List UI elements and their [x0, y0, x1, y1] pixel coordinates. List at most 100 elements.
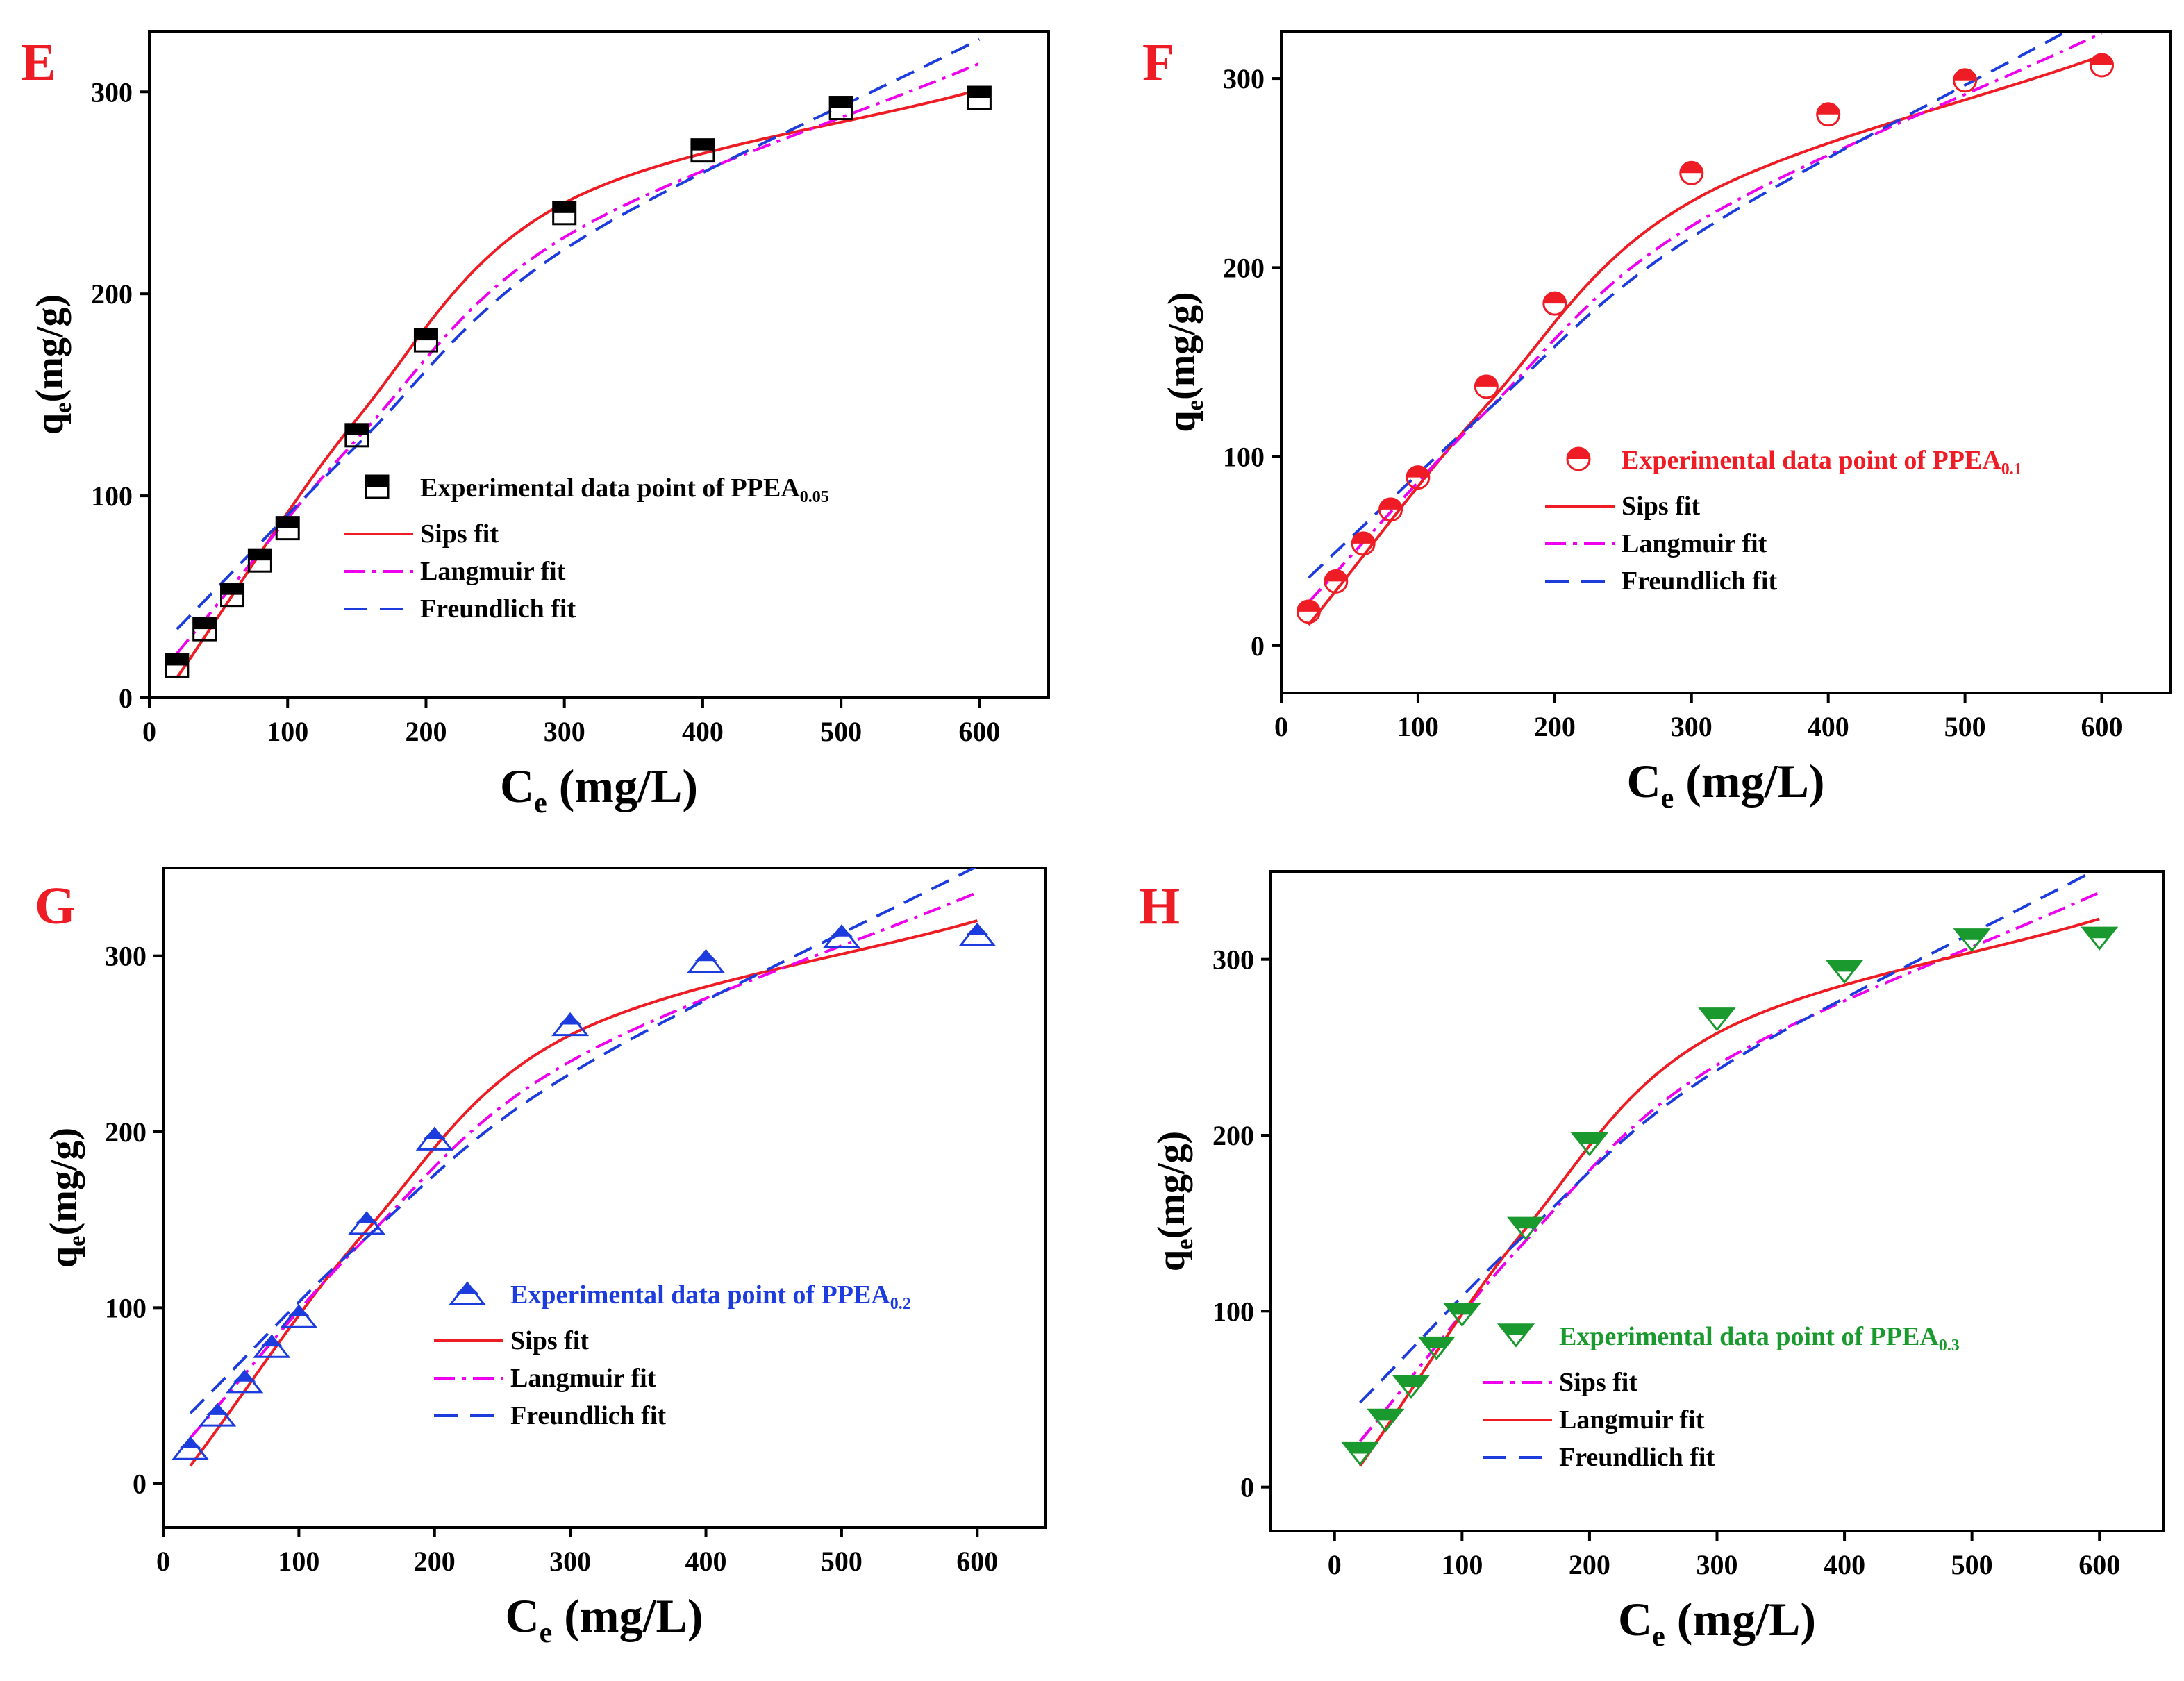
data-point-fill [1379, 498, 1402, 510]
data-point [1351, 531, 1376, 556]
x-tick-label: 300 [1697, 1549, 1738, 1580]
legend-marker-fill [1499, 1324, 1533, 1335]
fit-line-langmuir-fit [1307, 31, 2103, 603]
data-point [1392, 1375, 1431, 1399]
data-point-fill [2090, 54, 2113, 66]
legend-label-experimental: Experimental data point of PPEA0.3 [1559, 1322, 1960, 1355]
y-tick-label: 200 [91, 278, 133, 310]
plot-frame [162, 867, 1047, 1529]
data-point-fill [830, 97, 853, 108]
data-point [275, 516, 300, 541]
y-axis-label-rest: (mg/g) [1150, 1131, 1193, 1239]
y-tick-label: 300 [91, 76, 133, 108]
x-tick-label: 200 [414, 1546, 456, 1577]
data-point-fill [1419, 1337, 1453, 1348]
legend-label-fit: Freundlich fit [1559, 1443, 1715, 1472]
fit-curves [1307, 31, 2103, 626]
x-axis-label-sub: e [1661, 783, 1674, 814]
data-point [1341, 1441, 1379, 1466]
x-tick-label: 0 [1274, 711, 1288, 742]
legend: Experimental data point of PPEA0.05 Sips … [344, 474, 829, 624]
x-axis-label-sub: e [1652, 1621, 1665, 1653]
legend-label-fit: Langmuir fit [1559, 1405, 1705, 1435]
y-tick-label: 100 [91, 480, 133, 512]
data-point [347, 1211, 386, 1235]
legend-label-fit: Sips fit [1622, 492, 1700, 521]
plot-frame [148, 30, 1050, 699]
data-point [1474, 374, 1499, 399]
data-point-fill [415, 329, 437, 341]
legend-marker-fill [366, 476, 388, 487]
data-point [1953, 928, 1991, 953]
y-axis-label-main: q [42, 1246, 85, 1268]
fit-curves [1358, 871, 2101, 1467]
y-axis-label-main: q [1150, 1250, 1193, 1271]
data-point-fill [193, 618, 216, 630]
legend-label-experimental: Experimental data point of PPEA0.1 [1622, 446, 2022, 478]
legend-label-experimental-main: Experimental data point of PPEA [1559, 1322, 1939, 1351]
data-point [415, 1126, 453, 1151]
x-axis-label-rest: (mg/L) [1674, 755, 1824, 808]
legend: Experimental data point of PPEA0.1 Sips f… [1545, 446, 2022, 596]
legend-marker-fill [1567, 448, 1590, 459]
panel-letter: H [1139, 877, 1180, 935]
x-tick-label: 600 [956, 1546, 998, 1577]
x-axis-label: Ce (mg/L) [506, 1589, 703, 1649]
legend-label-experimental: Experimental data point of PPEA0.2 [510, 1280, 911, 1313]
data-point-fill [1352, 532, 1375, 544]
legend-marker [365, 474, 390, 499]
y-tick-label: 100 [105, 1292, 147, 1323]
data-point-fill [1572, 1133, 1606, 1144]
data-point [828, 96, 853, 121]
y-tick-label: 200 [1223, 252, 1265, 283]
y-tick-label: 0 [1240, 1472, 1254, 1503]
data-point [967, 85, 992, 110]
legend: Experimental data point of PPEA0.3 Sips f… [1483, 1322, 1960, 1472]
y-tick-label: 0 [119, 683, 133, 714]
x-tick-label: 500 [1951, 1549, 1993, 1580]
x-tick-label: 0 [142, 716, 156, 747]
x-axis-label-rest: (mg/L) [1665, 1593, 1816, 1646]
fit-curves [176, 37, 981, 679]
plot-frame [1280, 30, 2172, 694]
data-point [1698, 1007, 1736, 1032]
legend-label-fit: Langmuir fit [510, 1364, 656, 1393]
y-axis-label-rest: (mg/g) [42, 1128, 85, 1236]
x-tick-label: 400 [685, 1546, 727, 1577]
y-tick-label: 0 [1251, 630, 1265, 662]
x-tick-label: 100 [1397, 711, 1439, 742]
y-axis-label-sub: e [49, 402, 76, 413]
data-point-fill [1343, 1443, 1377, 1454]
x-tick-label: 600 [2078, 1549, 2120, 1580]
legend-label-experimental-main: Experimental data point of PPEA [420, 474, 800, 503]
x-axis-label: Ce (mg/L) [1618, 1593, 1816, 1653]
legend-marker [448, 1281, 487, 1305]
fit-line-freundlich-fit [189, 868, 977, 1414]
data-point-fill [1817, 103, 1840, 115]
x-tick-label: 300 [549, 1546, 591, 1577]
data-point [1324, 569, 1349, 594]
data-point-fill [1955, 929, 1989, 940]
fit-line-sips-fit [176, 88, 980, 679]
fit-line-langmuir-fit [176, 62, 981, 655]
data-point [165, 653, 190, 678]
data-point-fill [1543, 292, 1566, 304]
x-tick-label: 400 [1808, 711, 1849, 742]
legend-label-fit: Sips fit [510, 1326, 589, 1355]
y-axis-label-main: q [28, 413, 72, 435]
experimental-points [1296, 53, 2115, 624]
data-point [220, 583, 245, 608]
x-axis-label-main: C [500, 760, 534, 812]
x-axis-label-main: C [1627, 755, 1661, 808]
data-point-fill [1680, 162, 1703, 174]
data-point-fill [345, 424, 368, 435]
legend-label-fit: Sips fit [1559, 1368, 1637, 1397]
data-point-fill [1324, 570, 1347, 582]
data-point [1542, 291, 1567, 316]
data-point-fill [1406, 466, 1429, 478]
panel-letter: E [21, 33, 56, 92]
x-axis-label-rest: (mg/L) [547, 760, 698, 812]
data-point [192, 617, 217, 642]
data-point [1953, 68, 1978, 93]
